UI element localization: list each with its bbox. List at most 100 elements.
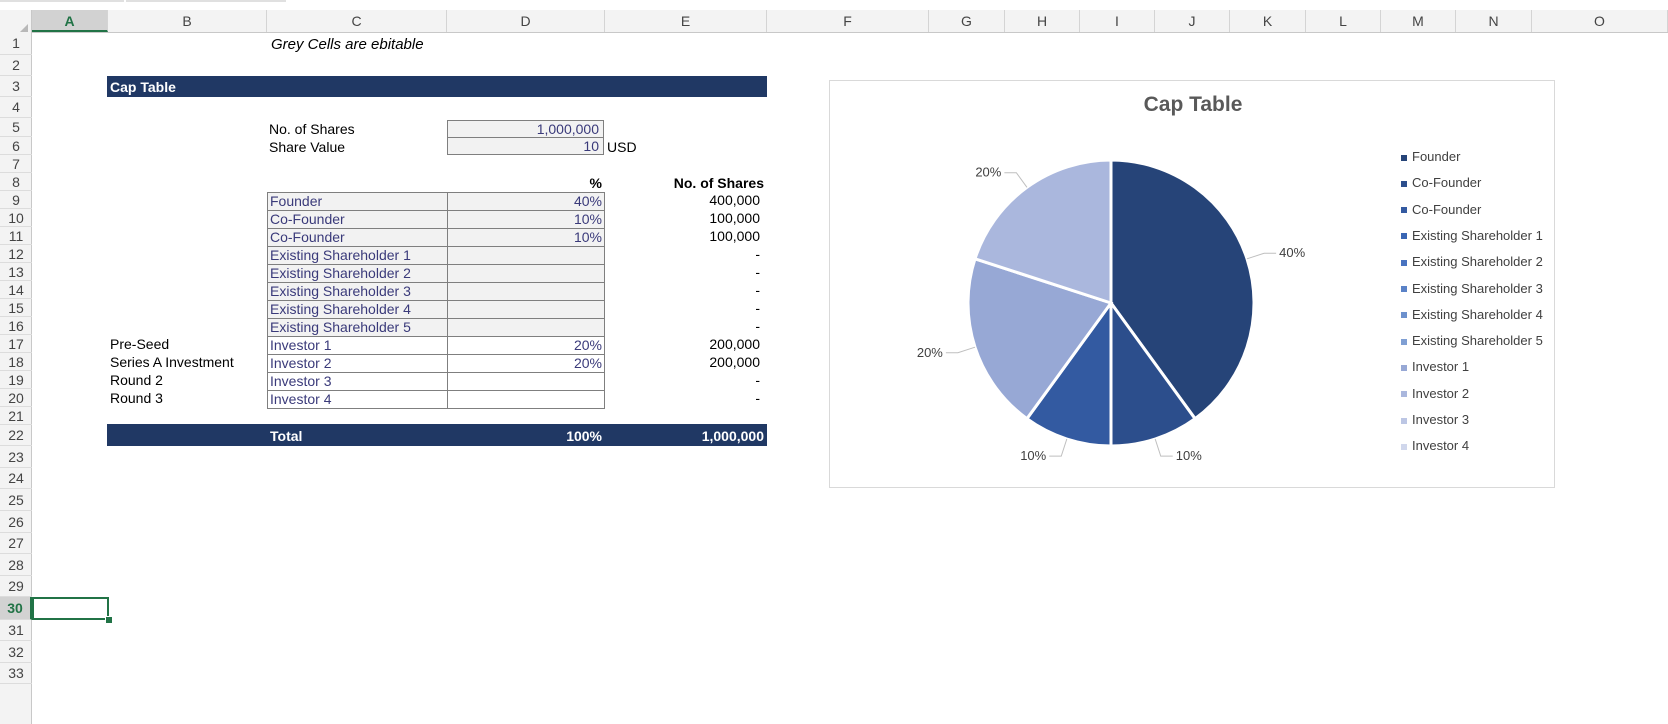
legend-entry[interactable]: Investor 1 — [1401, 359, 1469, 374]
column-header-M[interactable]: M — [1381, 10, 1456, 32]
shareholder-cell[interactable]: Investor 1 — [267, 336, 448, 355]
shareholder-cell[interactable]: Existing Shareholder 4 — [267, 300, 448, 319]
row-header-9[interactable]: 9 — [0, 191, 32, 209]
round-label: Series A Investment — [110, 354, 234, 370]
row-header-23[interactable]: 23 — [0, 446, 32, 468]
row-header-1[interactable]: 1 — [0, 32, 32, 55]
legend-entry[interactable]: Investor 3 — [1401, 412, 1469, 427]
row-header-30[interactable]: 30 — [0, 597, 32, 620]
fill-handle[interactable] — [105, 616, 113, 624]
column-header-A[interactable]: A — [32, 10, 108, 32]
column-header-G[interactable]: G — [929, 10, 1005, 32]
legend-entry[interactable]: Existing Shareholder 2 — [1401, 254, 1543, 269]
row-header-15[interactable]: 15 — [0, 299, 32, 317]
legend-entry[interactable]: Co-Founder — [1401, 202, 1481, 217]
row-header-32[interactable]: 32 — [0, 641, 32, 663]
pct-cell[interactable] — [447, 246, 605, 265]
legend-entry[interactable]: Investor 2 — [1401, 386, 1469, 401]
row-header-26[interactable]: 26 — [0, 511, 32, 533]
row-header-19[interactable]: 19 — [0, 371, 32, 389]
pct-cell[interactable]: 10% — [447, 228, 605, 247]
row-header-11[interactable]: 11 — [0, 227, 32, 245]
row-header-31[interactable]: 31 — [0, 620, 32, 641]
shareholder-cell[interactable]: Existing Shareholder 1 — [267, 246, 448, 265]
column-header-B[interactable]: B — [108, 10, 267, 32]
pct-cell[interactable] — [447, 282, 605, 301]
row-header-8[interactable]: 8 — [0, 173, 32, 191]
shareholder-cell[interactable]: Founder — [267, 192, 448, 211]
row-header-27[interactable]: 27 — [0, 533, 32, 554]
select-all-button[interactable] — [0, 10, 32, 38]
legend-entry[interactable]: Existing Shareholder 4 — [1401, 307, 1543, 322]
column-header-N[interactable]: N — [1456, 10, 1532, 32]
shareholder-cell[interactable]: Existing Shareholder 3 — [267, 282, 448, 301]
pct-cell[interactable] — [447, 300, 605, 319]
pie-slice-2[interactable] — [1109, 298, 1198, 448]
pct-cell[interactable]: 40% — [447, 192, 605, 211]
row-header-28[interactable]: 28 — [0, 554, 32, 576]
shareholder-cell[interactable]: Existing Shareholder 2 — [267, 264, 448, 283]
column-header-D[interactable]: D — [447, 10, 605, 32]
shareholder-cell[interactable]: Investor 3 — [267, 372, 448, 391]
pct-cell[interactable] — [447, 264, 605, 283]
cap-table-chart[interactable]: Cap Table 40% 10% 10% 20% 20% Founder Co-Foun… — [829, 80, 1555, 488]
row-header-24[interactable]: 24 — [0, 468, 32, 489]
row-header-5[interactable]: 5 — [0, 118, 32, 137]
pie-slice-9[interactable] — [966, 256, 1114, 421]
column-header-J[interactable]: J — [1155, 10, 1230, 32]
shares-input[interactable]: 1,000,000 — [447, 120, 604, 138]
column-header-F[interactable]: F — [767, 10, 929, 32]
shares-header: No. of Shares — [673, 175, 764, 191]
pie-slice-1[interactable] — [1109, 158, 1256, 421]
column-header-O[interactable]: O — [1532, 10, 1668, 32]
pct-cell[interactable]: 20% — [447, 336, 605, 355]
row-header-14[interactable]: 14 — [0, 281, 32, 299]
pie-slice-10[interactable] — [973, 158, 1113, 306]
column-header-K[interactable]: K — [1230, 10, 1306, 32]
round-label: Round 3 — [110, 390, 163, 406]
row-header-3[interactable]: 3 — [0, 76, 32, 97]
legend-entry[interactable]: Co-Founder — [1401, 175, 1481, 190]
row-header-6[interactable]: 6 — [0, 137, 32, 155]
shareholder-cell[interactable]: Existing Shareholder 5 — [267, 318, 448, 337]
row-header-4[interactable]: 4 — [0, 97, 32, 118]
row-header-18[interactable]: 18 — [0, 353, 32, 371]
legend-entry[interactable]: Existing Shareholder 3 — [1401, 281, 1543, 296]
row-header-12[interactable]: 12 — [0, 245, 32, 263]
row-header-22[interactable]: 22 — [0, 425, 32, 446]
row-header-2[interactable]: 2 — [0, 55, 32, 76]
row-header-13[interactable]: 13 — [0, 263, 32, 281]
row-header-20[interactable]: 20 — [0, 389, 32, 407]
legend-swatch — [1401, 286, 1407, 293]
shareholder-cell[interactable]: Investor 2 — [267, 354, 448, 373]
row-header-17[interactable]: 17 — [0, 335, 32, 353]
row-header-16[interactable]: 16 — [0, 317, 32, 335]
row-header-33[interactable]: 33 — [0, 663, 32, 684]
pct-cell[interactable]: 20% — [447, 354, 605, 373]
share-value-input[interactable]: 10 — [447, 137, 604, 155]
data-label: 20% — [975, 165, 1001, 180]
column-header-C[interactable]: C — [267, 10, 447, 32]
row-header-29[interactable]: 29 — [0, 576, 32, 597]
column-header-L[interactable]: L — [1306, 10, 1381, 32]
legend-entry[interactable]: Investor 4 — [1401, 438, 1469, 453]
legend-entry[interactable]: Existing Shareholder 1 — [1401, 228, 1543, 243]
pct-cell[interactable] — [447, 318, 605, 337]
column-header-I[interactable]: I — [1080, 10, 1155, 32]
column-header-E[interactable]: E — [605, 10, 767, 32]
pct-cell[interactable] — [447, 390, 605, 409]
shareholder-cell[interactable]: Co-Founder — [267, 228, 448, 247]
legend-entry[interactable]: Existing Shareholder 5 — [1401, 333, 1543, 348]
pie-slice-3[interactable] — [1024, 298, 1113, 448]
pct-cell[interactable] — [447, 372, 605, 391]
row-header-21[interactable]: 21 — [0, 407, 32, 425]
active-cell-selection[interactable] — [32, 597, 109, 620]
shareholder-cell[interactable]: Co-Founder — [267, 210, 448, 229]
row-header-10[interactable]: 10 — [0, 209, 32, 227]
pct-cell[interactable]: 10% — [447, 210, 605, 229]
legend-entry[interactable]: Founder — [1401, 149, 1460, 164]
row-header-7[interactable]: 7 — [0, 155, 32, 173]
shareholder-cell[interactable]: Investor 4 — [267, 390, 448, 409]
row-header-25[interactable]: 25 — [0, 489, 32, 511]
column-header-H[interactable]: H — [1005, 10, 1080, 32]
